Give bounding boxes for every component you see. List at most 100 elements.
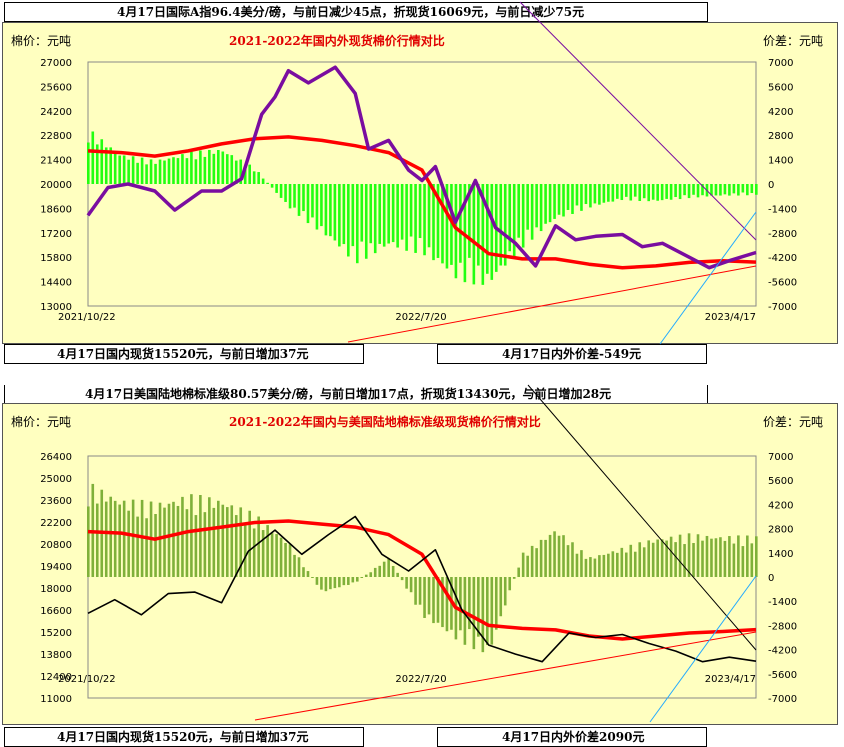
chart2-spread-bar: [284, 542, 287, 577]
chart2-spread-bar: [692, 543, 695, 577]
chart1-spread-bar: [539, 184, 543, 232]
chart1-xtick-label: 2022/7/20: [395, 312, 446, 323]
chart1-spread-bar: [338, 184, 341, 247]
chart2-spread-bar: [494, 577, 498, 630]
chart2-spread-bar: [651, 542, 655, 577]
chart2-spread-bar: [382, 561, 386, 577]
chart2-spread-bar: [607, 553, 610, 577]
chart2-line-foreign2: [87, 515, 757, 663]
header-price-spread-2: 4月17日内外价差2090元: [437, 727, 707, 747]
chart1-spread-bar: [113, 151, 117, 184]
chart2-annotation-line-red: [254, 631, 757, 721]
chart1-spread-bar: [651, 184, 655, 200]
chart2-spread-bar: [270, 533, 274, 577]
chart1-spread-bar: [728, 184, 731, 196]
chart1-spread-bar: [436, 184, 440, 258]
chart1-spread-bar: [320, 184, 323, 227]
chart2-spread-bar: [719, 537, 722, 577]
chart2-spread-bar: [163, 507, 166, 577]
chart2-annotation-line-black: [527, 384, 757, 651]
chart2-spread-bar: [647, 540, 651, 577]
chart2-line-domestic: [87, 519, 757, 641]
chart2-y2tick-label: 2800: [768, 525, 793, 536]
chart2-spread-bar: [217, 500, 220, 577]
chart2-spread-bar: [212, 507, 216, 577]
chart2-spread-bar: [181, 496, 184, 577]
chart1-spread-bar: [589, 184, 592, 208]
chart2-spread-bar: [230, 505, 234, 577]
chart2-spread-bar: [136, 516, 139, 577]
chart1-spread-bar: [373, 184, 377, 254]
chart1-spread-bar: [737, 184, 740, 196]
chart1-spread-bar: [723, 184, 727, 195]
chart2-spread-bar: [633, 551, 637, 577]
chart2-xtick-label: 2023/4/17: [705, 674, 756, 685]
chart1-spread-bar: [580, 184, 583, 211]
chart2-spread-bar: [472, 577, 476, 650]
chart1-spread-bar: [548, 184, 552, 223]
chart1-spread-bar: [732, 184, 736, 194]
chart1-spread-bar: [490, 184, 494, 280]
chart1-spread-bar: [158, 159, 162, 184]
chart1-spread-bar: [674, 184, 677, 198]
chart2-spread-bar: [566, 545, 570, 577]
chart1-spread-bar: [459, 184, 462, 263]
chart2-spread-bar: [746, 535, 749, 577]
chart1-spread-bar: [364, 184, 368, 259]
chart1-spread-bar: [508, 184, 512, 252]
chart1-ytick-label: 22800: [40, 131, 72, 142]
chart1-spread-bar: [441, 184, 444, 264]
chart2-spread-bar: [705, 535, 709, 577]
chart2-spread-bar: [602, 554, 606, 577]
chart2-ytick-label: 15200: [40, 628, 72, 639]
chart1-spread-bar: [391, 184, 395, 243]
chart1-spread-bar: [499, 184, 503, 266]
chart2-spread-bar: [530, 545, 534, 577]
chart2-spread-bar: [638, 542, 642, 577]
chart1-spread-bar: [454, 184, 458, 279]
chart1-spread-bar: [669, 184, 673, 200]
chart1-spread-bar: [750, 184, 754, 194]
chart2-spread-bar: [459, 577, 462, 631]
chart1-spread-bar: [163, 160, 166, 184]
chart1-spread-bar: [185, 158, 189, 184]
chart2-spread-bar: [660, 539, 664, 577]
chart1-ytick-label: 21400: [40, 156, 72, 167]
chart2-ytick-label: 18000: [40, 584, 72, 595]
chart1-spread-bar: [503, 184, 507, 266]
chart1-spread-bar: [261, 178, 265, 184]
chart1-spread-bar: [288, 184, 292, 209]
chart1-ytick-label: 18600: [40, 204, 72, 215]
header-domestic-spot-2: 4月17日国内现货15520元，与前日增加37元: [4, 727, 364, 747]
chart1-spread-bar: [642, 184, 646, 199]
chart1-y2tick-label: -1400: [768, 204, 797, 215]
chart2-spread-bar: [755, 536, 758, 577]
chart2-spread-bar: [432, 577, 435, 624]
chart1-spread-bar: [167, 158, 171, 184]
chart1-line-domestic: [87, 135, 757, 270]
chart2-spread-bar: [320, 577, 323, 590]
chart2-spread-bar: [499, 577, 503, 617]
chart1-spread-bar: [118, 155, 121, 184]
chart2-spread-bar: [728, 536, 731, 577]
chart2-spread-bar: [131, 499, 135, 577]
chart1-spread-bar: [701, 184, 704, 196]
chart1-spread-bar: [234, 160, 238, 184]
chart2-spread-bar: [154, 514, 157, 577]
chart2-spread-bar: [539, 539, 543, 577]
chart1-spread-bar: [208, 149, 211, 184]
chart1-spread-bar: [445, 184, 449, 269]
chart2-spread-bar: [239, 507, 243, 577]
chart2-y2tick-label: 0: [768, 573, 774, 584]
chart1-spread-bar: [100, 139, 104, 184]
header-intl-a-index: 4月17日国际A指96.4美分/磅，与前日减少45点，折现货16069元，与前日…: [4, 2, 708, 22]
header-price-spread-1: 4月17日内外价差-549元: [437, 344, 707, 364]
chart2-spread-bar: [557, 535, 561, 577]
chart1-ylabel: 棉价：元吨: [11, 34, 72, 48]
chart2-spread-bar: [373, 567, 377, 577]
chart1-xtick-label: 2021/10/22: [58, 312, 116, 323]
chart2-spread-bar: [409, 577, 413, 593]
chart2-title: 2021-2022年国内与美国陆地棉标准级现货棉价行情对比: [229, 415, 541, 429]
chart2-spread-bar: [176, 505, 180, 577]
